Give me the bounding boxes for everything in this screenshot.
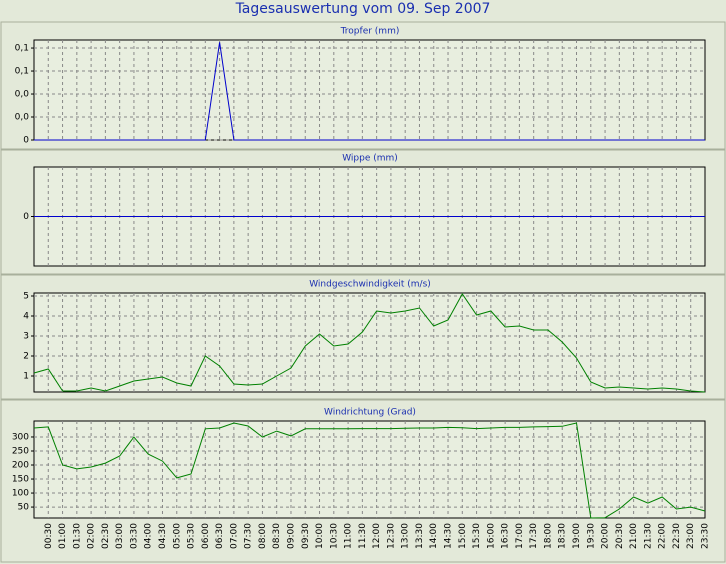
y-tick-label: 0,0 — [15, 90, 30, 100]
panel — [0, 399, 726, 563]
panel-title: Windgeschwindigkeit (m/s) — [309, 280, 431, 290]
x-tick-label: 02:00 — [87, 523, 97, 549]
x-tick-label: 15:30 — [472, 523, 482, 549]
panel — [0, 274, 726, 400]
y-tick-label: 0,1 — [15, 44, 29, 54]
x-tick-label: 08:30 — [272, 523, 282, 549]
panel-title: Wippe (mm) — [342, 154, 398, 164]
x-tick-label: 10:00 — [315, 523, 325, 549]
x-tick-label: 16:00 — [486, 523, 496, 549]
x-tick-label: 07:30 — [244, 523, 254, 549]
y-tick-label: 0 — [23, 212, 29, 222]
x-tick-label: 21:30 — [643, 523, 653, 549]
y-tick-label: 300 — [12, 432, 29, 442]
data-line — [33, 293, 706, 393]
x-tick-label: 05:00 — [172, 523, 182, 549]
x-tick-label: 11:00 — [344, 523, 354, 549]
y-tick-label: 0 — [23, 136, 29, 146]
panel — [0, 21, 726, 150]
y-tick-label: 50 — [18, 503, 30, 513]
x-tick-label: 09:00 — [286, 523, 296, 549]
x-tick-label: 06:30 — [215, 523, 225, 549]
x-tick-label: 15:00 — [458, 523, 468, 549]
x-tick-label: 08:00 — [258, 523, 268, 549]
x-tick-label: 22:30 — [672, 523, 682, 549]
x-tick-label: 22:00 — [658, 523, 668, 549]
y-tick-label: 250 — [12, 446, 29, 456]
x-tick-label: 00:30 — [44, 523, 54, 549]
y-tick-label: 3 — [23, 332, 29, 342]
page-title: Tagesauswertung vom 09. Sep 2007 — [235, 1, 491, 17]
x-tick-label: 14:30 — [444, 523, 454, 549]
x-tick-label: 04:30 — [158, 523, 168, 549]
x-tick-label: 04:00 — [144, 523, 154, 549]
x-tick-label: 01:30 — [72, 523, 82, 549]
plot-area — [33, 292, 706, 393]
x-tick-label: 17:00 — [515, 523, 525, 549]
x-tick-label: 11:30 — [358, 523, 368, 549]
y-tick-label: 0,0 — [15, 113, 30, 123]
x-tick-label: 01:00 — [58, 523, 68, 549]
panel — [0, 149, 726, 275]
x-tick-label: 09:30 — [301, 523, 311, 549]
x-tick-label: 14:00 — [429, 523, 439, 549]
x-tick-label: 19:00 — [572, 523, 582, 549]
x-tick-label: 07:00 — [229, 523, 239, 549]
plot-area — [33, 420, 706, 519]
x-tick-label: 20:00 — [601, 523, 611, 549]
x-tick-label: 17:30 — [529, 523, 539, 549]
x-tick-label: 20:30 — [615, 523, 625, 549]
x-tick-label: 13:00 — [401, 523, 411, 549]
x-tick-label: 06:00 — [201, 523, 211, 549]
x-tick-label: 23:00 — [686, 523, 696, 549]
x-tick-label: 18:30 — [558, 523, 568, 549]
data-line — [34, 42, 705, 141]
y-tick-label: 5 — [23, 292, 29, 302]
x-tick-label: 21:00 — [629, 523, 639, 549]
panel-title: Tropfer (mm) — [340, 27, 400, 37]
x-tick-label: 23:30 — [701, 523, 711, 549]
x-tick-label: 19:30 — [586, 523, 596, 549]
y-tick-label: 2 — [23, 352, 29, 362]
y-tick-label: 0,1 — [15, 67, 29, 77]
x-tick-label: 02:30 — [101, 523, 111, 549]
x-tick-label: 05:30 — [187, 523, 197, 549]
y-tick-label: 100 — [12, 489, 29, 499]
x-tick-label: 16:30 — [501, 523, 511, 549]
y-tick-label: 200 — [12, 461, 29, 471]
x-tick-label: 10:30 — [329, 523, 339, 549]
x-tick-label: 03:30 — [129, 523, 139, 549]
plot-area — [33, 39, 706, 141]
panel-title: Windrichtung (Grad) — [324, 408, 416, 418]
x-tick-label: 12:00 — [372, 523, 382, 549]
data-line — [33, 422, 706, 519]
y-tick-label: 4 — [23, 312, 29, 322]
y-tick-label: 150 — [12, 475, 29, 485]
x-tick-label: 03:00 — [115, 523, 125, 549]
x-tick-label: 13:30 — [415, 523, 425, 549]
y-tick-label: 1 — [23, 372, 29, 382]
x-tick-label: 12:30 — [386, 523, 396, 549]
x-tick-label: 18:00 — [543, 523, 553, 549]
